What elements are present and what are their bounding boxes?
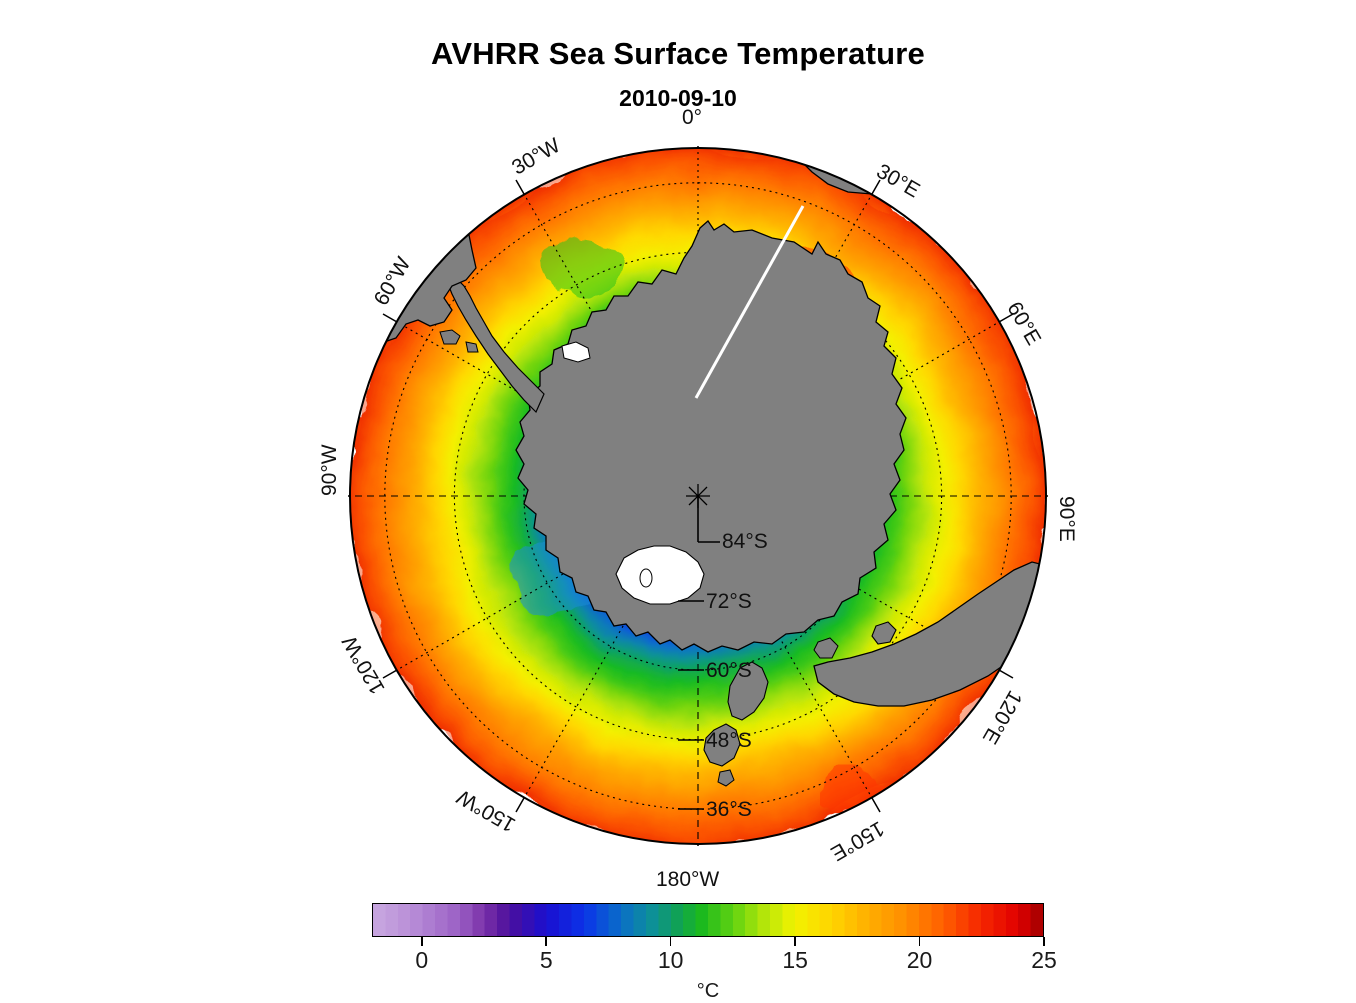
- colorbar-tick-0: [420, 937, 423, 946]
- lon-label-90E: 90°E: [1055, 496, 1078, 542]
- colorbar-tick-labels: 0 5 10 15 20 25: [332, 947, 1084, 977]
- lat-label-36S: 36°S: [706, 798, 752, 821]
- colorbar-tick-label-0: 0: [415, 947, 429, 973]
- lat-label-84S: 84°S: [722, 530, 768, 553]
- page-title: AVHRR Sea Surface Temperature: [431, 36, 925, 71]
- colorbar: 0 5 10 15 20 25 °C: [372, 903, 1057, 1002]
- meridian-60W: [396, 321, 699, 497]
- colorbar-ticks: [372, 937, 1045, 951]
- landmass-antarctica: [419, 220, 907, 653]
- landmass-australia: [813, 561, 1046, 707]
- lat-label-48S: 48°S: [706, 729, 752, 752]
- colorbar-tick-label-15: 15: [782, 947, 808, 973]
- colorbar-tick-15: [794, 937, 796, 946]
- meridian-150E: [697, 495, 873, 799]
- landmass-new-zealand: [703, 661, 769, 787]
- meridian-120W: [396, 495, 699, 671]
- polar-map: 0° 30°E 60°E 90°E 120°E 150°E 180°W 150°…: [318, 106, 1078, 891]
- colorbar-tick-label-10: 10: [657, 947, 684, 973]
- lon-label-180W: 180°W: [656, 868, 720, 891]
- lon-label-0: 0°: [682, 106, 703, 129]
- colorbar-tick-label-5: 5: [539, 947, 553, 973]
- colorbar-tick-5: [545, 937, 548, 946]
- colorbar-tick-label-25: 25: [1031, 947, 1057, 973]
- latitude-ticks: [678, 600, 704, 810]
- colorbar-tick-20: [918, 937, 921, 946]
- colorbar-tick-25: [1043, 937, 1045, 946]
- colorbar-tick-label-20: 20: [906, 947, 933, 973]
- swath-gap-line: [694, 205, 805, 399]
- lat-label-72S: 72°S: [706, 590, 752, 613]
- colorbar-unit-label: °C: [696, 980, 720, 1002]
- meridian-60E: [697, 321, 1000, 497]
- colorbar-tick-10: [669, 937, 672, 946]
- map-svg: [334, 132, 1062, 860]
- figure-subtitle: 2010-09-10: [619, 85, 737, 111]
- colorbar-gradient: [372, 903, 1044, 937]
- lat-label-60S: 60°S: [706, 659, 752, 682]
- meridian-150W: [523, 495, 699, 799]
